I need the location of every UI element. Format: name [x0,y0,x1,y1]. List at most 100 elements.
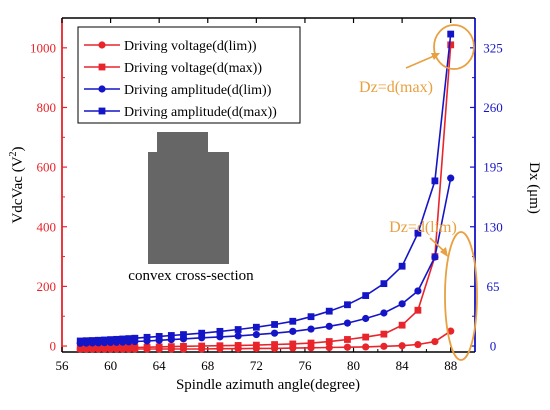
data-point [180,331,187,338]
data-point [414,229,422,237]
left-y-axis-title: VdcVac (V2) [8,146,26,223]
data-point [380,280,388,288]
data-point [167,332,175,339]
data-point [113,335,121,343]
data-point [307,313,315,321]
data-point [307,325,315,333]
data-point [107,336,114,344]
x-tick-label: 88 [444,358,457,373]
data-point [343,343,352,351]
data-point [95,344,102,352]
data-point [107,344,114,352]
data-point [95,336,102,344]
legend-item: Driving voltage(d(lim)) [84,39,257,54]
left-y-tick-label: 200 [37,279,57,294]
x-tick-label: 64 [153,358,167,373]
right-y-tick-label: 0 [490,339,497,354]
data-point [234,326,242,333]
data-point [270,329,279,337]
x-tick-label: 68 [201,358,214,373]
legend-label: Driving amplitude(d(max)) [124,105,277,120]
data-point [325,338,333,345]
legend-item: Driving amplitude(d(max)) [84,105,277,120]
data-point [380,309,388,317]
data-point [119,335,127,343]
data-point [271,341,278,348]
x-tick-label: 60 [104,358,117,373]
data-point [198,342,206,350]
data-point [325,343,333,352]
data-point [271,321,278,328]
data-point [113,344,121,352]
data-point [362,314,370,323]
data-point [234,332,242,340]
data-point [431,253,439,261]
data-point [447,174,455,182]
data-point [289,340,297,348]
data-point [155,343,163,351]
data-point [362,343,370,351]
series-2 [76,41,455,352]
right-y-tick-label: 130 [483,219,503,234]
data-point [82,345,90,352]
inset-label: convex cross-section [128,268,254,284]
left-y-tick-label: 1000 [30,40,56,55]
data-point [447,30,455,38]
data-point [431,177,439,185]
data-point [344,301,351,309]
legend-marker [98,85,106,93]
series-4 [76,30,455,345]
data-point [76,345,84,352]
left-y-axis-title-superscript: 2 [8,151,19,156]
convex-cross-section-inset: convex cross-section [128,132,254,284]
right-y-tick-label: 325 [483,40,503,55]
right-y-tick-label: 260 [483,100,503,115]
data-point [198,329,206,337]
data-point [325,322,333,330]
data-point [307,339,315,347]
data-point [155,333,163,340]
axes [61,17,476,353]
dz-lim-label: Dz=d(lim) [389,219,457,236]
annotations: Dz=d(max) Dz=d(lim) [359,24,478,361]
left-y-tick-label: 800 [37,100,57,115]
data-point [362,333,370,341]
data-point [398,300,406,308]
data-point [289,327,297,335]
data-point [344,336,351,343]
data-point [447,41,455,49]
dz-max-arrowhead [431,53,440,60]
data-point [125,335,133,343]
dz-max-arrow-line [405,55,435,69]
data-point [167,343,175,351]
x-tick-label: 80 [347,358,360,373]
data-point [289,317,297,325]
data-point [125,344,133,351]
data-point [325,307,333,315]
legend-marker [98,63,106,71]
data-point [82,337,90,345]
data-point [414,306,422,314]
data-point [143,343,151,351]
legend-marker [98,41,106,49]
data-point [398,342,406,350]
data-point [131,344,139,351]
right-y-tick-label: 195 [483,160,503,175]
data-point [216,333,224,341]
x-tick-label: 76 [298,358,312,373]
x-tick-label: 56 [56,358,70,373]
data-point [380,342,388,350]
left-y-axis-title-base: VdcVac (V [10,156,26,223]
left-y-tick-label: 400 [37,219,57,234]
left-y-tick-label: 600 [37,160,57,175]
data-point [88,337,96,344]
legend-label: Driving voltage(d(lim)) [124,39,257,54]
dz-max-label: Dz=d(max) [359,79,433,96]
data-point [101,336,108,344]
series-line [80,177,452,345]
data-point [447,327,455,335]
x-axis-title: Spindle azimuth angle(degree) [176,377,360,393]
data-point [76,337,84,345]
data-point [88,344,96,352]
legend-item: Driving voltage(d(max)) [84,61,262,76]
